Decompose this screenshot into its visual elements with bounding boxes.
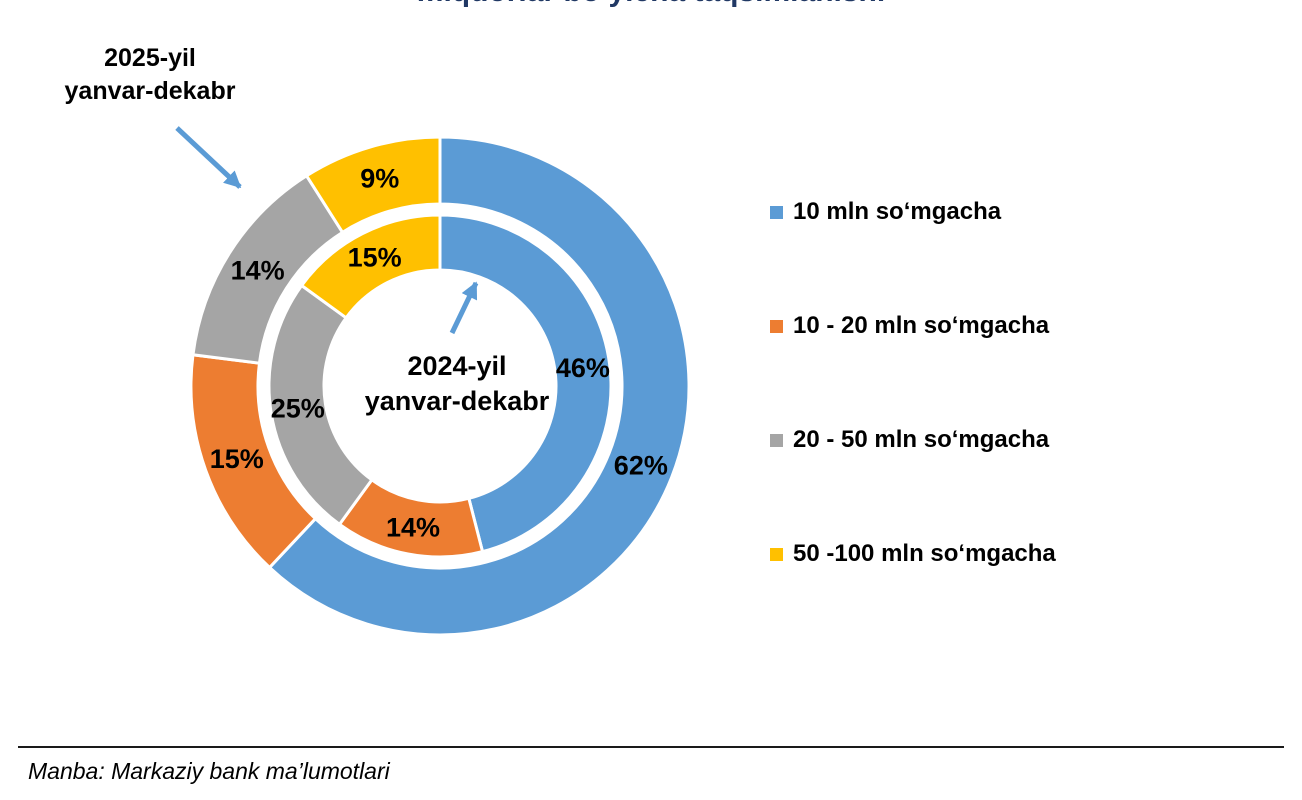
outer-ring-callout-line2: yanvar-dekabr bbox=[64, 77, 236, 105]
legend-label-0: 10 mln so‘mgacha bbox=[793, 198, 1002, 225]
chart-legend: 10 mln so‘mgacha 10 - 20 mln so‘mgacha 2… bbox=[770, 198, 1056, 654]
inner-ring-callout: 2024-yil yanvar-dekabr bbox=[317, 349, 597, 419]
ring-outer-value-label-2: 14% bbox=[231, 255, 285, 285]
ring-inner-value-label-1: 14% bbox=[386, 512, 440, 542]
legend-marker-blue-icon bbox=[770, 205, 783, 219]
outer-ring-callout: 2025-yil yanvar-dekabr bbox=[40, 42, 260, 108]
ring-inner-segment-3 bbox=[299, 213, 442, 320]
ring-outer-segment-3 bbox=[304, 135, 442, 235]
legend-item-3: 50 -100 mln so‘mgacha bbox=[770, 540, 1056, 568]
ring-outer-segment-0 bbox=[267, 135, 691, 637]
source-note: Manba: Markaziy bank ma’lumotlari bbox=[28, 758, 390, 784]
legend-item-1: 10 - 20 mln so‘mgacha bbox=[770, 312, 1056, 340]
legend-label-2: 20 - 50 mln so‘mgacha bbox=[793, 426, 1050, 453]
ring-outer-value-label-3: 9% bbox=[360, 164, 399, 194]
legend-item-2: 20 - 50 mln so‘mgacha bbox=[770, 426, 1056, 454]
inner-ring-callout-line1: 2024-yil bbox=[407, 351, 507, 381]
ring-inner-segment-0 bbox=[438, 213, 613, 554]
legend-marker-orange-icon bbox=[770, 319, 783, 333]
inner-ring-arrow bbox=[449, 281, 479, 335]
ring-outer-value-label-0: 62% bbox=[614, 451, 668, 481]
ring-inner-value-label-3: 15% bbox=[348, 243, 402, 273]
legend-label-3: 50 -100 mln so‘mgacha bbox=[793, 540, 1056, 567]
legend-marker-yellow-icon bbox=[770, 547, 783, 561]
inner-ring-callout-line2: yanvar-dekabr bbox=[364, 386, 550, 416]
ring-outer-value-label-1: 15% bbox=[210, 444, 264, 474]
ring-inner-value-label-0: 46% bbox=[556, 353, 610, 383]
outer-ring-callout-line1: 2025-yil bbox=[104, 44, 196, 72]
outer-ring-arrow bbox=[175, 126, 242, 189]
legend-item-0: 10 mln so‘mgacha bbox=[770, 198, 1056, 226]
page-title: miqdorlar bo‘yicha taqsimlanishi bbox=[0, 0, 1302, 9]
legend-label-1: 10 - 20 mln so‘mgacha bbox=[793, 312, 1050, 339]
ring-inner-value-label-2: 25% bbox=[271, 394, 325, 424]
source-divider bbox=[18, 746, 1284, 748]
legend-marker-gray-icon bbox=[770, 433, 783, 447]
